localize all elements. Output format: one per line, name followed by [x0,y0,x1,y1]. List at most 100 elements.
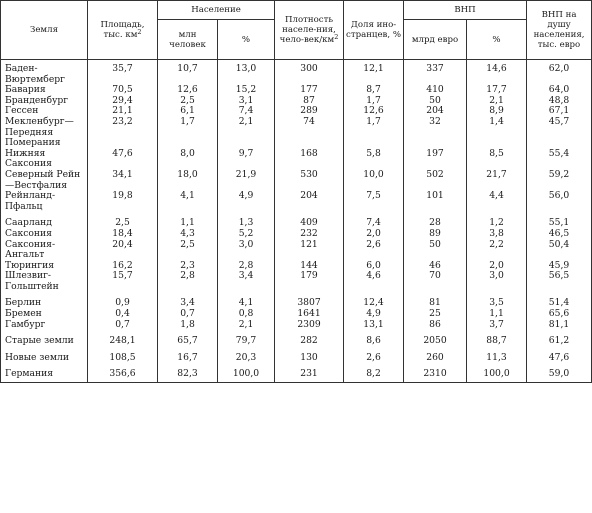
area-value: 248,1 [87,330,158,347]
density-value: 300 [274,59,345,86]
foreign-share-value: 5,8 [343,148,405,170]
density-value: 232 [274,228,345,240]
land-name: Новые земли [0,346,88,364]
pop-pct-value: 7,4 [216,106,276,117]
area-value: 2,5 [87,212,158,229]
pop-pct-value: 2,1 [216,116,276,149]
foreign-share-value: 1,7 [343,116,405,149]
density-value: 204 [274,190,345,213]
gdp-pct-value: 1,4 [466,116,528,149]
pop-pct-value: 2,8 [216,260,276,272]
pop-pct-value: 1,3 [216,212,276,229]
table-row: Новые земли 108,5 16,7 20,3 130 2,6 260 11,3 47,… [0,346,592,364]
gdp-value: 197 [403,148,468,170]
gdp-pct-value: 1,2 [466,212,528,229]
pop-pct-value: 13,0 [216,59,276,86]
area-value: 23,2 [87,116,158,149]
header-gdp-pct: % [466,19,528,60]
gdp-per-capita-value: 56,5 [526,270,592,293]
table-row: Рейнланд-Пфальц 19,8 4,1 4,9 204 7,5 101 4,4 56,… [0,190,592,213]
pop-pct-value: 0,8 [216,308,276,320]
gdp-pct-value: 8,5 [466,148,528,170]
gdp-per-capita-value: 67,1 [526,106,592,117]
gdp-per-capita-value: 46,5 [526,228,592,240]
table-row: Шлезвиг-Гольштейн 15,7 2,8 3,4 179 4,6 70 3,0 56… [0,270,592,293]
gdp-value: 50 [403,239,468,261]
gdp-pct-value: 88,7 [466,330,528,347]
pop-value: 4,1 [157,190,218,213]
gdp-pct-value: 11,3 [466,346,528,364]
gdp-per-capita-value: 64,0 [526,85,592,96]
header-gdp-bn: млрд евро [403,19,468,60]
table-row: Саарланд 2,5 1,1 1,3 409 7,4 28 1,2 55,1 [0,212,592,229]
header-gdp-per-capita: ВНП на душу населения, тыс. евро [526,0,592,60]
pop-value: 1,8 [157,319,218,331]
land-name: Германия [0,363,88,384]
table-row: Северный Рейн—Вестфалия 34,1 18,0 21,9 530 10… [0,169,592,192]
table-row: Бавария 70,5 12,6 15,2 177 8,7 410 17,7 64,0 [0,85,592,96]
pop-pct-value: 4,9 [216,190,276,213]
gdp-per-capita-value: 50,4 [526,239,592,261]
foreign-share-value: 10,0 [343,169,405,192]
gdp-per-capita-value: 55,4 [526,148,592,170]
gdp-per-capita-value: 47,6 [526,346,592,364]
header-population: Население [156,0,276,20]
gdp-per-capita-value: 45,9 [526,260,592,272]
gdp-value: 70 [403,270,468,293]
pop-value: 18,0 [157,169,218,192]
gdp-per-capita-value: 65,6 [526,308,592,320]
pop-value: 10,7 [157,59,218,86]
gdp-per-capita-value: 56,0 [526,190,592,213]
table-row: Тюрингия 16,2 2,3 2,8 144 6,0 46 2,0 45,9 [0,260,592,272]
gdp-value: 260 [403,346,468,364]
header-gdp: ВНП [403,0,528,20]
table-row: Мекленбург—Передняя Померания 23,2 1,7 2,1 7… [0,116,592,149]
header-land: Земля [0,0,88,60]
area-value: 47,6 [87,148,158,170]
pop-pct-value: 3,1 [216,95,276,107]
gdp-value: 89 [403,228,468,240]
pop-value: 82,3 [157,363,218,384]
area-value: 35,7 [87,59,158,86]
gdp-per-capita-value: 51,4 [526,292,592,310]
gdp-pct-value: 100,0 [466,363,528,384]
pop-pct-value: 3,4 [216,270,276,293]
foreign-share-value: 2,6 [343,346,405,364]
density-value: 3807 [274,292,345,310]
gdp-per-capita-value: 81,1 [526,319,592,331]
land-name: Саксония [0,228,88,240]
gdp-value: 86 [403,319,468,331]
header-pop-mln: млн человек [157,19,218,60]
pop-pct-value: 5,2 [216,228,276,240]
german-states-table: Земля Площадь, тыс. км2 Население Плотно… [0,0,592,384]
foreign-share-value: 4,6 [343,270,405,293]
header-density: Плотность населе-ния, чело-век/км2 [274,0,345,60]
land-name: Старые земли [0,330,88,347]
density-value: 231 [274,363,345,384]
area-value: 19,8 [87,190,158,213]
table-row: Гамбург 0,7 1,8 2,1 2309 13,1 86 3,7 81,1 [0,319,592,331]
table-row: Берлин 0,9 3,4 4,1 3807 12,4 81 3,5 51,4 [0,292,592,310]
pop-pct-value: 2,1 [216,319,276,331]
gdp-pct-value: 2,2 [466,239,528,261]
pop-pct-value: 21,9 [216,169,276,192]
land-name: Мекленбург—Передняя Померания [0,116,88,149]
gdp-value: 2050 [403,330,468,347]
pop-value: 8,0 [157,148,218,170]
header-pop-pct: % [216,19,276,60]
foreign-share-value: 2,0 [343,228,405,240]
gdp-value: 32 [403,116,468,149]
header-density-sup: 2 [334,33,339,41]
area-value: 20,4 [87,239,158,261]
table-row: Саксония 18,4 4,3 5,2 232 2,0 89 3,8 46,5 [0,228,592,240]
header-foreign-share: Доля ино-странцев, % [343,0,405,60]
area-value: 18,4 [87,228,158,240]
gdp-per-capita-value: 55,1 [526,212,592,229]
density-value: 530 [274,169,345,192]
land-name: Саарланд [0,212,88,229]
density-value: 130 [274,346,345,364]
gdp-pct-value: 3,8 [466,228,528,240]
table-row: Старые земли 248,1 65,7 79,7 282 8,6 2050 88,7 6… [0,330,592,347]
land-name: Баден-Вюртемберг [0,59,88,86]
density-value: 168 [274,148,345,170]
